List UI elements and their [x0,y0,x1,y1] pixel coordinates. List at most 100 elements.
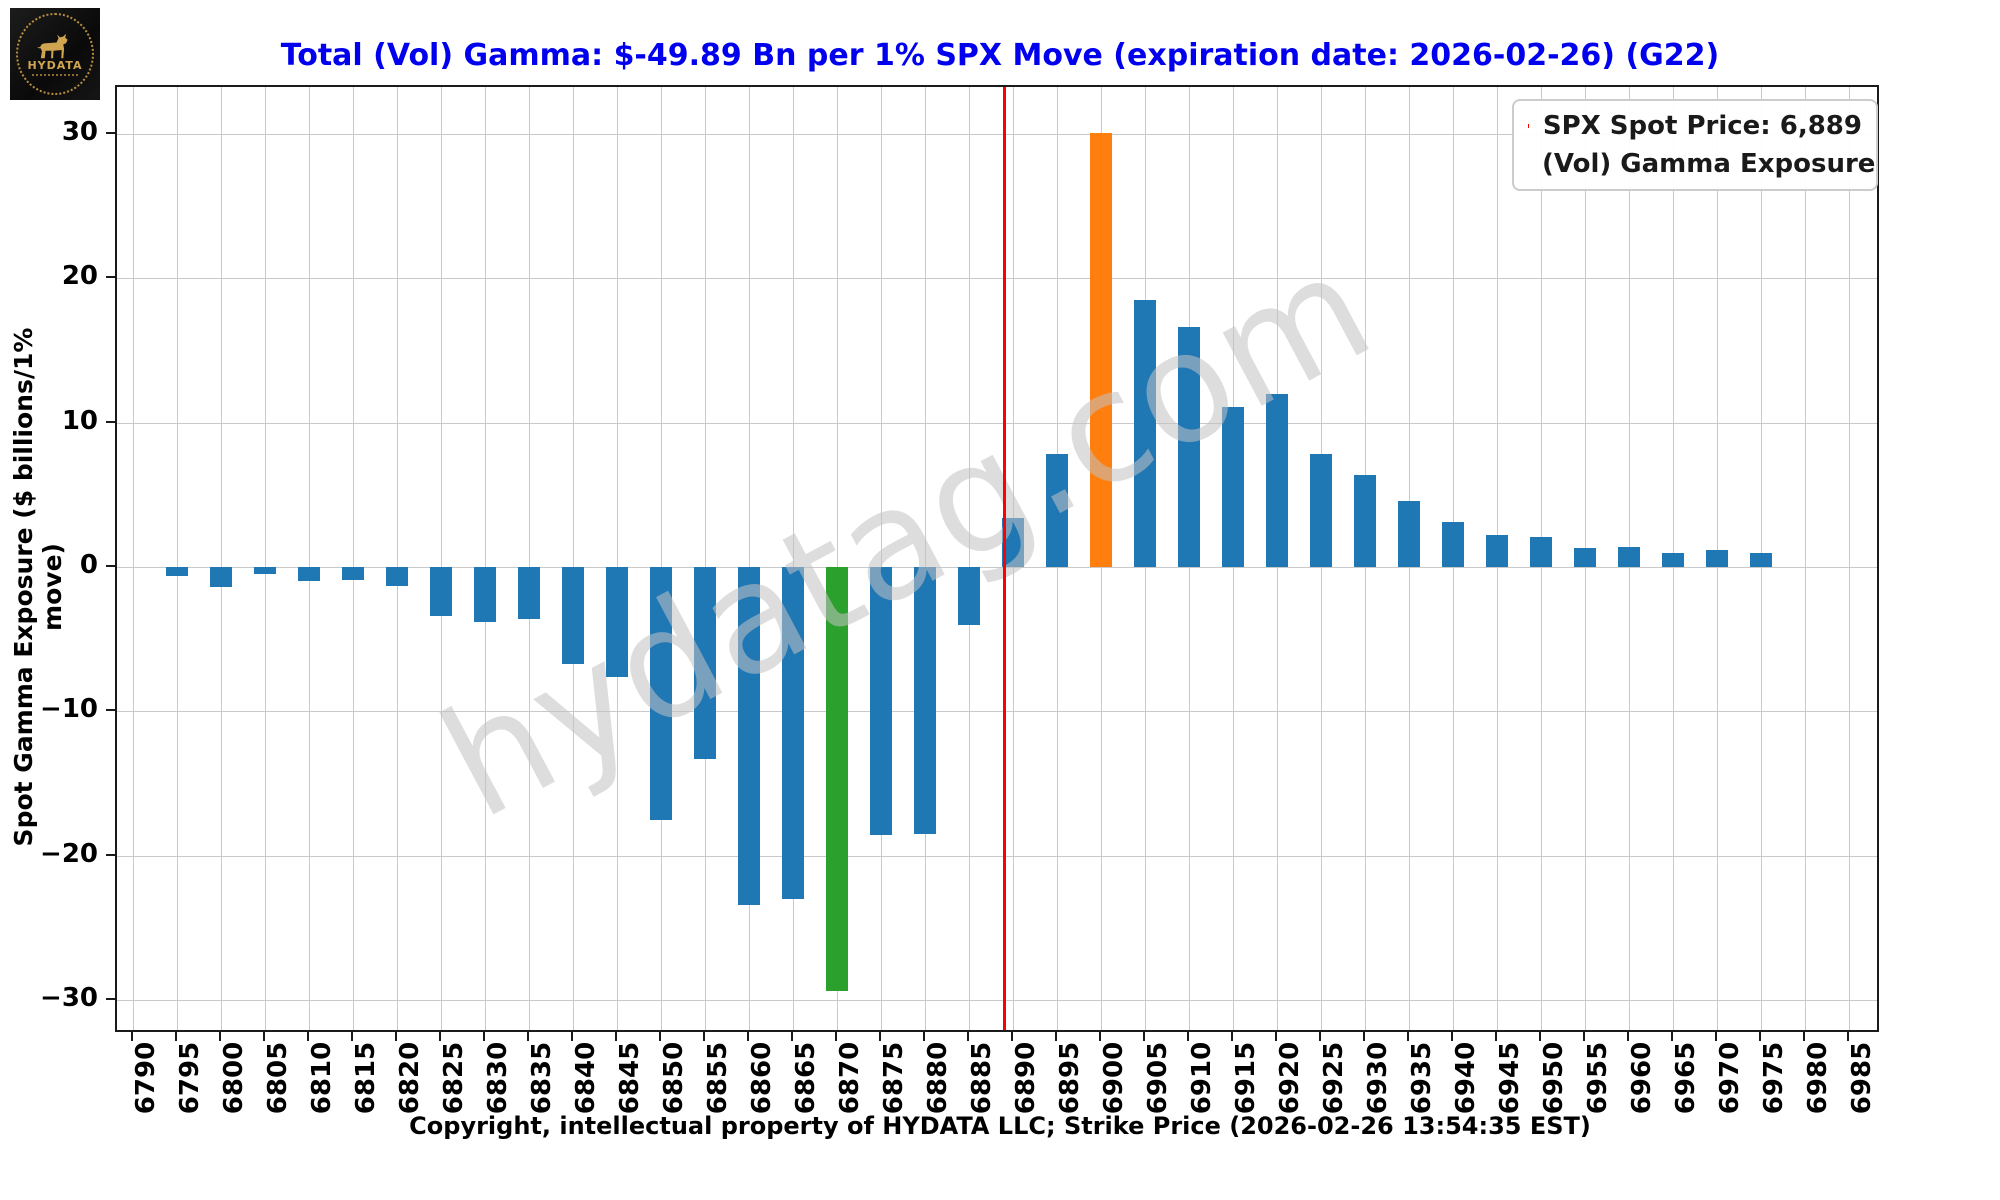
x-tick-mark [1583,1032,1585,1041]
gridline-vertical [749,87,750,1030]
gridline-vertical [353,87,354,1030]
x-tick-label-6815: 6815 [351,1041,381,1115]
gridline-vertical [793,87,794,1030]
gridline-horizontal [117,711,1877,713]
gridline-horizontal [117,999,1877,1001]
legend-spot-label: SPX Spot Price: 6,889 [1542,111,1862,141]
x-tick-mark [1187,1032,1189,1041]
gridline-vertical [133,87,134,1030]
x-tick-mark [835,1032,837,1041]
gamma-bar-6865 [782,567,804,899]
x-tick-mark [1275,1032,1277,1041]
x-tick-mark [791,1032,793,1041]
x-tick-mark [703,1032,705,1041]
gamma-bar-6835 [518,567,540,619]
gridline-vertical [1849,87,1850,1030]
x-tick-label-6830: 6830 [483,1041,513,1115]
spx-spot-price-line [1002,87,1006,1030]
x-axis-caption: Copyright, intellectual property of HYDA… [409,1112,1591,1140]
x-tick-mark [1099,1032,1101,1041]
x-tick-mark [527,1032,529,1041]
gridline-vertical [397,87,398,1030]
x-tick-label-6850: 6850 [659,1041,689,1115]
x-tick-mark [1143,1032,1145,1041]
gamma-bar-6885 [958,567,980,625]
y-tick-label--10: −10 [40,694,98,725]
gridline-vertical [837,87,838,1030]
x-tick-label-6915: 6915 [1231,1041,1261,1115]
x-tick-mark [615,1032,617,1041]
x-tick-label-6980: 6980 [1803,1041,1833,1115]
gridline-vertical [925,87,926,1030]
y-tick-label-0: 0 [79,550,98,580]
gamma-bar-6800 [210,567,232,588]
gamma-bar-6860 [738,567,760,905]
y-tick-label-30: 30 [61,117,98,148]
x-tick-label-6960: 6960 [1627,1041,1657,1115]
x-tick-label-6855: 6855 [703,1041,733,1115]
x-tick-label-6810: 6810 [307,1041,337,1115]
bull-icon [37,33,68,58]
gridline-vertical [661,87,662,1030]
gamma-bar-6945 [1486,535,1508,567]
gamma-bar-6930 [1354,474,1376,567]
gridline-horizontal [117,422,1877,424]
gridline-vertical [441,87,442,1030]
gamma-bar-6895 [1046,454,1068,567]
x-tick-label-6825: 6825 [439,1041,469,1115]
x-tick-mark [967,1032,969,1041]
gridline-vertical [177,87,178,1030]
x-tick-mark [307,1032,309,1041]
y-tick-label-10: 10 [61,405,98,436]
x-tick-mark [571,1032,573,1041]
gamma-bar-6925 [1310,454,1332,567]
gamma-bar-6935 [1398,500,1420,567]
gamma-bar-6910 [1178,327,1200,567]
x-tick-mark [1231,1032,1233,1041]
x-tick-mark [131,1032,133,1041]
gamma-bar-6920 [1266,393,1288,567]
y-tick-mark [106,997,115,1000]
x-tick-label-6880: 6880 [923,1041,953,1115]
x-tick-label-6905: 6905 [1143,1041,1173,1115]
x-tick-label-6985: 6985 [1847,1041,1877,1115]
y-tick-label-20: 20 [61,261,98,292]
x-tick-mark [395,1032,397,1041]
x-tick-label-6970: 6970 [1715,1041,1745,1115]
x-tick-mark [219,1032,221,1041]
y-tick-mark [106,565,115,567]
y-tick-mark [106,276,115,279]
y-tick-label--20: −20 [40,838,98,869]
gamma-bar-6820 [386,567,408,586]
gamma-bar-6845 [606,567,628,677]
chart-title: Total (Vol) Gamma: $-49.89 Bn per 1% SPX… [280,38,1720,73]
gamma-bar-6965 [1662,552,1684,567]
x-tick-mark [1539,1032,1541,1041]
hydata-logo: HYDATA [10,8,100,100]
x-tick-label-6945: 6945 [1495,1041,1525,1115]
x-tick-mark [1363,1032,1365,1041]
y-tick-mark [106,853,115,856]
gamma-bar-6970 [1706,549,1728,567]
x-tick-label-6800: 6800 [219,1041,249,1115]
gamma-bar-6890 [1002,517,1024,567]
gridline-vertical [881,87,882,1030]
x-tick-mark [175,1032,177,1041]
gridline-vertical [221,87,222,1030]
x-tick-label-6975: 6975 [1759,1041,1789,1115]
x-tick-mark [1319,1032,1321,1041]
x-tick-label-6820: 6820 [395,1041,425,1115]
x-tick-label-6935: 6935 [1407,1041,1437,1115]
gamma-bar-6875 [870,567,892,836]
x-tick-label-6790: 6790 [131,1041,161,1115]
x-tick-label-6795: 6795 [175,1041,205,1115]
plot-area: hydatag.com [115,85,1879,1032]
gamma-bar-6830 [474,567,496,622]
gamma-bar-6955 [1574,548,1596,567]
x-tick-mark [263,1032,265,1041]
gamma-bar-6805 [254,567,276,575]
x-tick-mark [1011,1032,1013,1041]
x-tick-label-6925: 6925 [1319,1041,1349,1115]
gamma-bar-6855 [694,567,716,759]
x-tick-mark [879,1032,881,1041]
